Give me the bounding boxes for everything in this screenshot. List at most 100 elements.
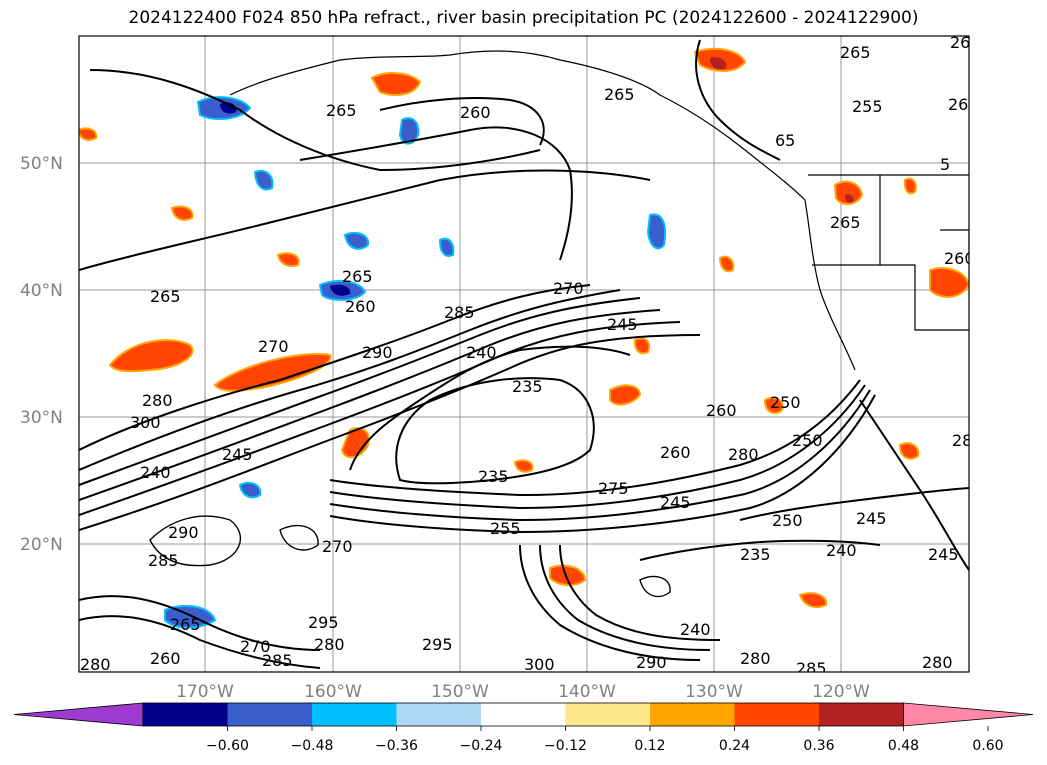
colorbar-segment [650, 703, 735, 726]
colorbar-tick-label: 0.36 [803, 738, 834, 754]
colorbar-extend-max [903, 702, 1034, 727]
contour-label: 65 [775, 131, 795, 150]
colorbar-tick-label: 0.12 [634, 738, 665, 754]
lon-label: 120°W [812, 682, 870, 702]
contour-label: 280 [80, 655, 111, 674]
contour-label: 255 [490, 519, 521, 538]
contour-label: 280 [314, 635, 345, 654]
colorbar-segment [734, 703, 819, 726]
lon-label: 130°W [685, 682, 743, 702]
contour-label: 280 [740, 649, 771, 668]
colorbar-tick-label: −0.36 [375, 738, 418, 754]
refractivity-contours [79, 39, 969, 669]
colorbar-segment [143, 703, 228, 726]
colorbar-segment [312, 703, 397, 726]
contour-label: 235 [740, 545, 771, 564]
contour-label: 260 [950, 33, 981, 52]
colorbar: −0.60 −0.48 −0.36 −0.24 −0.12 0.12 0.24 0.36 0.4… [13, 702, 1034, 754]
contour-label: 255 [852, 97, 883, 116]
contour-label: 235 [512, 377, 543, 396]
contour-label: 265 [604, 85, 635, 104]
contour-label: 280 [142, 391, 173, 410]
lon-label: 150°W [431, 682, 489, 702]
colorbar-tick-label: −0.48 [291, 738, 334, 754]
contour-label: 285 [444, 303, 475, 322]
contour-label: 235 [478, 467, 509, 486]
contour-label: 240 [826, 541, 857, 560]
contour-label: 290 [636, 653, 667, 672]
lat-label: 40°N [20, 281, 63, 301]
colorbar-tick-label: −0.12 [544, 738, 587, 754]
contour-label: 285 [262, 651, 293, 670]
contour-label: 290 [362, 343, 393, 362]
colorbar-tick-label: −0.24 [460, 738, 503, 754]
colorbar-tick-label: 0.60 [972, 738, 1003, 754]
contour-label: 265 [840, 43, 871, 62]
contour-label: 270 [258, 337, 289, 356]
contour-label: 260 [706, 401, 737, 420]
contour-label: 240 [466, 343, 497, 362]
lon-label: 170°W [176, 682, 234, 702]
contour-label: 265 [150, 287, 181, 306]
contour-label: 265 [830, 213, 861, 232]
contour-label: 290 [168, 523, 199, 542]
contour-label: 260 [345, 297, 376, 316]
contour-label: 260 [150, 649, 181, 668]
contour-label: 270 [553, 279, 584, 298]
lat-label: 20°N [20, 535, 63, 555]
contour-label: 250 [792, 431, 823, 450]
coastlines [229, 50, 969, 371]
colorbar-outline [142, 702, 904, 727]
colorbar-tick-label: 0.24 [719, 738, 750, 754]
map-title: 2024122400 F024 850 hPa refract., river … [128, 8, 919, 28]
contour-label: 265 [326, 101, 357, 120]
contour-label: 295 [422, 635, 453, 654]
contour-label: 250 [770, 393, 801, 412]
contour-label: 245 [222, 445, 253, 464]
contour-label-group: 265 260 265 265 260 255 260 65 265 5 265… [80, 33, 983, 678]
colorbar-tick-label: −0.60 [206, 738, 249, 754]
contour-label: 245 [607, 315, 638, 334]
map-area [79, 36, 969, 672]
contour-label: 300 [130, 413, 161, 432]
contour-label: 300 [524, 655, 555, 674]
contour-label: 240 [680, 620, 711, 639]
contour-label: 270 [322, 537, 353, 556]
lat-label: 30°N [20, 408, 63, 428]
contour-label: 295 [308, 613, 339, 632]
lat-label: 50°N [20, 154, 63, 174]
lon-label: 140°W [558, 682, 616, 702]
contour-label: 280 [952, 431, 983, 450]
colorbar-extend-min [13, 702, 144, 727]
contour-label: 5 [940, 155, 950, 174]
colorbar-segment [565, 703, 650, 726]
contour-label: 280 [728, 445, 759, 464]
lon-label: 160°W [304, 682, 362, 702]
map-border [78, 35, 970, 673]
contour-label: 245 [928, 545, 959, 564]
contour-label: 260 [948, 95, 979, 114]
contour-label: 285 [796, 659, 827, 678]
contour-label: 260 [660, 443, 691, 462]
contour-label: 275 [598, 479, 629, 498]
colorbar-segment [396, 703, 481, 726]
graticule [79, 36, 969, 672]
contour-label: 260 [460, 103, 491, 122]
contour-label: 285 [148, 551, 179, 570]
colorbar-segment [227, 703, 312, 726]
contour-label: 260 [944, 249, 975, 268]
colorbar-tick-label: 0.48 [888, 738, 919, 754]
contour-label: 280 [922, 653, 953, 672]
colorbar-segment [819, 703, 904, 726]
contour-label: 240 [140, 463, 171, 482]
contour-label: 245 [660, 493, 691, 512]
contour-label: 245 [856, 509, 887, 528]
colorbar-segment [481, 703, 566, 726]
contour-label: 265 [342, 267, 373, 286]
map-content: 265 260 265 265 260 255 260 65 265 5 265… [79, 33, 983, 678]
contour-label: 265 [170, 615, 201, 634]
contour-label: 270 [240, 637, 271, 656]
contour-label: 250 [772, 511, 803, 530]
precip-shading [79, 47, 969, 629]
